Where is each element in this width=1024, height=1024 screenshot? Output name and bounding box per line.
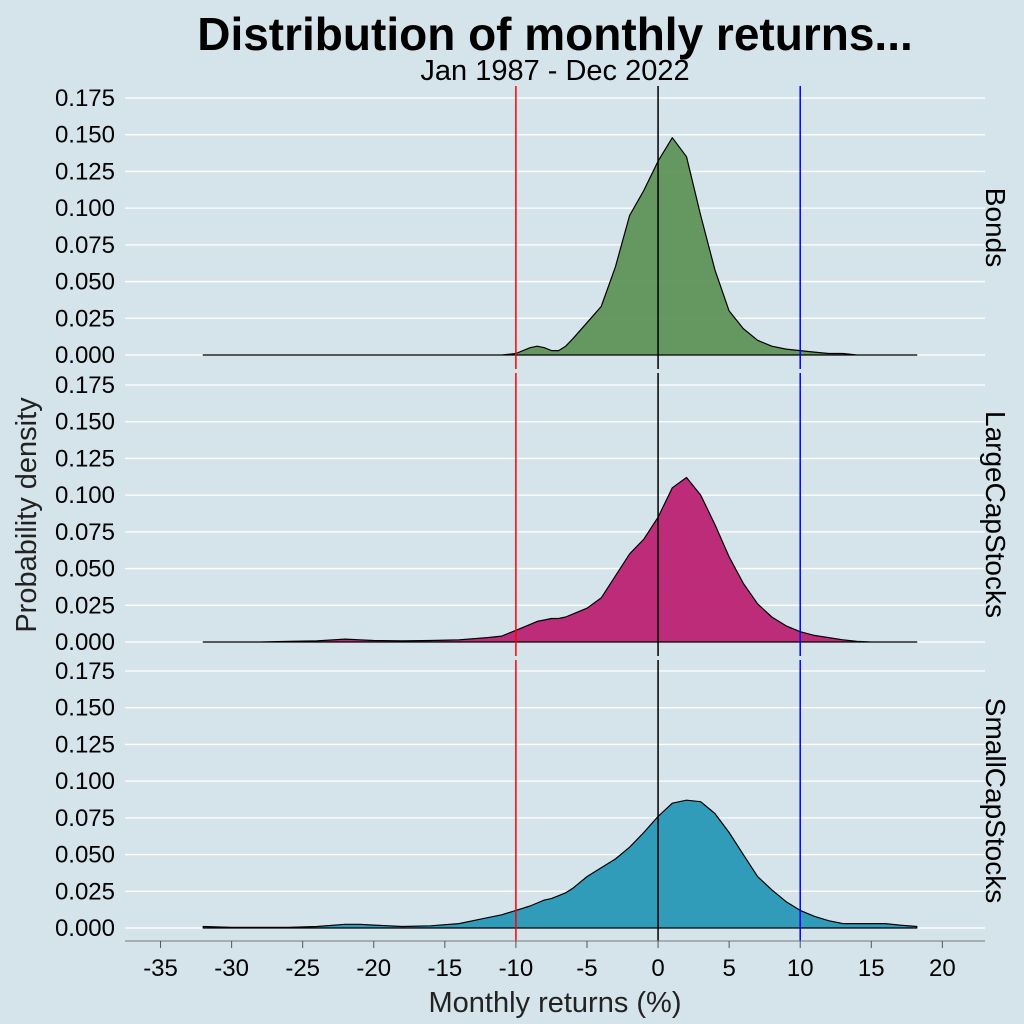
x-tick-label: 10 — [787, 955, 814, 982]
x-axis-label: Monthly returns (%) — [428, 987, 681, 1019]
x-tick-label: 15 — [858, 955, 885, 982]
y-tick-label: 0.025 — [55, 305, 115, 332]
density-area-SmallCapStocks — [202, 799, 918, 929]
chart-title: Distribution of monthly returns... — [197, 8, 913, 60]
y-tick-label: 0.125 — [55, 731, 115, 758]
y-tick-label: 0.150 — [55, 122, 115, 149]
y-tick-label: 0.050 — [55, 842, 115, 869]
facet-label-Bonds: Bonds — [980, 188, 1011, 267]
density-area-Bonds — [202, 137, 918, 356]
y-tick-label: 0.100 — [55, 768, 115, 795]
y-tick-label: 0.025 — [55, 592, 115, 619]
y-tick-label: 0.100 — [55, 482, 115, 509]
chart-subtitle: Jan 1987 - Dec 2022 — [420, 55, 689, 87]
y-tick-label: 0.150 — [55, 409, 115, 436]
x-tick-label: -10 — [499, 955, 534, 982]
y-tick-label: 0.000 — [55, 629, 115, 656]
x-tick-label: 0 — [651, 955, 664, 982]
x-tick-label: 20 — [929, 955, 956, 982]
x-tick-label: -20 — [356, 955, 391, 982]
density-area-layer — [202, 137, 918, 929]
y-tick-label: 0.175 — [55, 372, 115, 399]
y-tick-label: 0.075 — [55, 519, 115, 546]
grid-layer — [125, 97, 985, 929]
x-tick-layer: -35 -30 -25 -20 -15 -10 -5 0 5 10 15 20 — [125, 940, 985, 982]
density-area-LargeCapStocks — [202, 476, 918, 643]
x-tick-label: -5 — [576, 955, 597, 982]
facet-strip-layer: Bonds LargeCapStocks SmallCapStocks — [980, 188, 1011, 903]
y-tick-label: 0.125 — [55, 158, 115, 185]
x-tick-label: -30 — [214, 955, 249, 982]
x-tick-label: -25 — [285, 955, 320, 982]
reference-line-layer — [515, 86, 801, 941]
y-tick-label: 0.000 — [55, 342, 115, 369]
y-tick-layer: 0.000 0.025 0.050 0.075 0.100 0.125 0.150 0.175… — [55, 85, 115, 942]
facet-label-LargeCapStocks: LargeCapStocks — [980, 411, 1011, 618]
x-tick-label: -15 — [427, 955, 462, 982]
y-tick-label: 0.075 — [55, 232, 115, 259]
y-axis-label: Probability density — [11, 397, 43, 633]
y-tick-label: 0.000 — [55, 915, 115, 942]
x-tick-label: -35 — [143, 955, 178, 982]
y-tick-label: 0.150 — [55, 695, 115, 722]
y-tick-label: 0.175 — [55, 85, 115, 112]
y-tick-label: 0.025 — [55, 878, 115, 905]
y-tick-label: 0.125 — [55, 445, 115, 472]
y-tick-label: 0.175 — [55, 658, 115, 685]
y-tick-label: 0.050 — [55, 556, 115, 583]
y-tick-label: 0.050 — [55, 269, 115, 296]
y-tick-label: 0.075 — [55, 805, 115, 832]
x-tick-label: 5 — [722, 955, 735, 982]
y-tick-label: 0.100 — [55, 195, 115, 222]
facet-label-SmallCapStocks: SmallCapStocks — [980, 698, 1011, 903]
